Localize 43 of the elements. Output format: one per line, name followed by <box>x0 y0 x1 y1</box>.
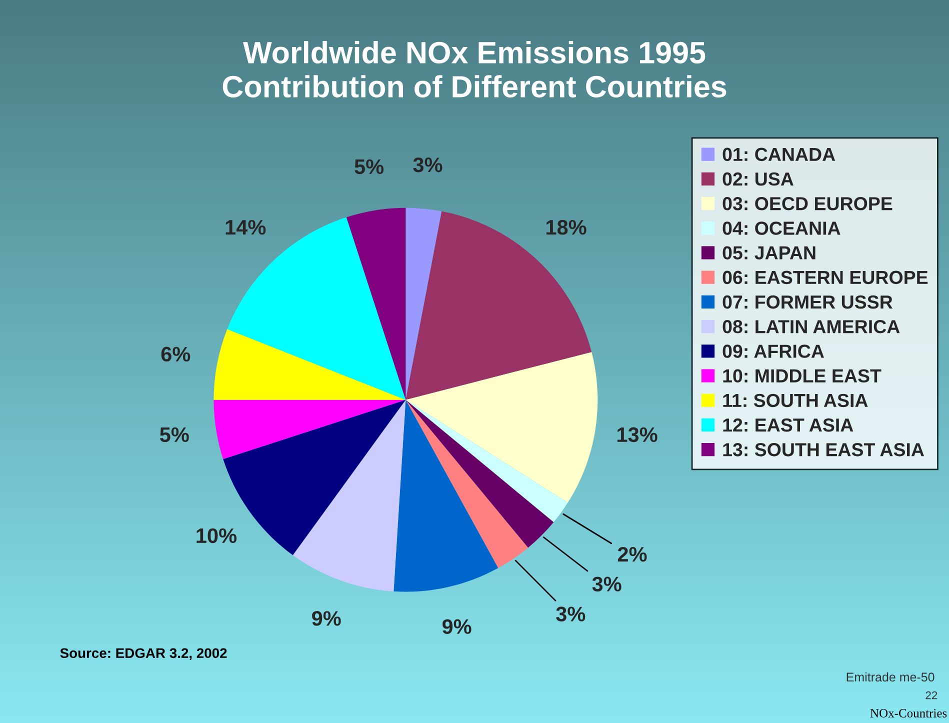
text: 22 <box>926 691 938 700</box>
source-note: Source: EDGAR 3.2, 2002 <box>60 648 227 660</box>
data-label: 18% <box>546 220 586 235</box>
legend-label: 05: JAPAN <box>722 246 816 260</box>
pie-slice <box>292 400 406 592</box>
legend-label: 11: SOUTH ASIA <box>723 394 868 408</box>
legend-label: 13: SOUTH EAST ASIA <box>723 443 924 456</box>
legend-label: 12: EAST ASIA <box>723 418 854 432</box>
legend-label: 07: FORMER USSR <box>722 295 893 309</box>
data-label: 14% <box>226 220 266 235</box>
data-label: 13% <box>617 427 658 442</box>
text: NOx-Countries <box>870 709 947 718</box>
chart-title: Worldwide NOx Emissions 1995 Contribution of Different Countries <box>222 41 726 98</box>
data-label: 9% <box>312 611 341 626</box>
pie-slice <box>346 208 406 400</box>
pie-slice <box>406 211 592 400</box>
legend-label: 01: CANADA <box>722 148 836 162</box>
pie-slice <box>214 400 406 460</box>
pie-slice <box>406 400 528 568</box>
legend-label: 06: EASTERN EUROPE <box>722 270 928 284</box>
legend-label: 02: USA <box>722 172 794 186</box>
data-label: 10% <box>196 528 237 544</box>
pie-slice <box>406 400 554 548</box>
data-label: 3% <box>413 157 442 172</box>
legend-label: 09: AFRICA <box>722 344 824 358</box>
legend-label: 10: MIDDLE EAST <box>723 369 882 383</box>
data-label: 2% <box>618 546 647 562</box>
pie-slice <box>406 208 442 400</box>
data-label: 6% <box>161 346 190 362</box>
pie-slice <box>227 217 406 400</box>
data-label: 3% <box>556 606 586 622</box>
text: Emitrade me-50 <box>846 672 934 682</box>
legend-label: 04: OCEANIA <box>722 222 840 235</box>
legend-label: 08: LATIN AMERICA <box>722 320 900 334</box>
pie-slice <box>406 400 568 522</box>
pie-slice <box>394 400 498 592</box>
data-label: 9% <box>442 619 472 634</box>
pie-slice <box>406 352 598 503</box>
data-label: 5% <box>354 159 384 174</box>
pie-slice <box>214 329 406 400</box>
data-label: 3% <box>592 576 622 592</box>
data-label: 5% <box>160 427 189 442</box>
legend-label: 03: OECD EUROPE <box>722 197 892 210</box>
